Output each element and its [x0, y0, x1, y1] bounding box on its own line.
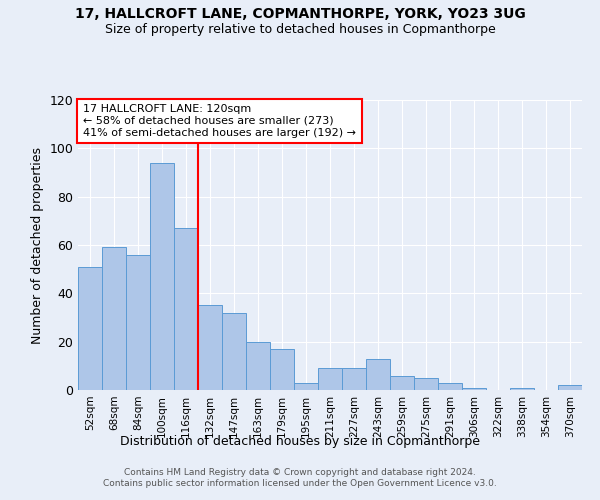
Text: Size of property relative to detached houses in Copmanthorpe: Size of property relative to detached ho… [104, 22, 496, 36]
Bar [78, 267, 102, 390]
Bar [510, 388, 534, 390]
Bar [558, 385, 582, 390]
Bar [102, 248, 126, 390]
Bar [414, 378, 438, 390]
Y-axis label: Number of detached properties: Number of detached properties [31, 146, 44, 344]
Bar [462, 388, 486, 390]
Text: 17, HALLCROFT LANE, COPMANTHORPE, YORK, YO23 3UG: 17, HALLCROFT LANE, COPMANTHORPE, YORK, … [74, 8, 526, 22]
Bar [366, 358, 390, 390]
Bar [390, 376, 414, 390]
Bar [270, 349, 294, 390]
Bar [438, 383, 462, 390]
Bar [198, 306, 222, 390]
Bar [246, 342, 270, 390]
Bar [342, 368, 366, 390]
Text: Contains HM Land Registry data © Crown copyright and database right 2024.
Contai: Contains HM Land Registry data © Crown c… [103, 468, 497, 487]
Bar [294, 383, 318, 390]
Bar [222, 312, 246, 390]
Text: 17 HALLCROFT LANE: 120sqm
← 58% of detached houses are smaller (273)
41% of semi: 17 HALLCROFT LANE: 120sqm ← 58% of detac… [83, 104, 356, 138]
Bar [126, 254, 150, 390]
Bar [150, 163, 174, 390]
Bar [174, 228, 198, 390]
Bar [318, 368, 342, 390]
Text: Distribution of detached houses by size in Copmanthorpe: Distribution of detached houses by size … [120, 435, 480, 448]
